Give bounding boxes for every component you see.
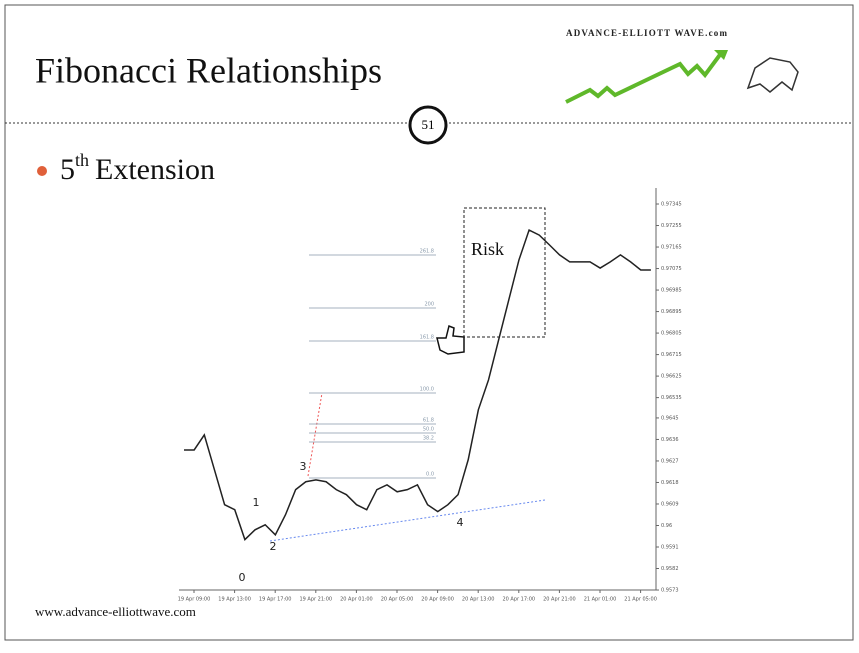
x-tick-label: 19 Apr 13:00 (218, 597, 251, 603)
y-tick-label: 0.97255 (661, 223, 682, 229)
fib-level-label: 50.0 (423, 427, 434, 433)
y-tick-label: 0.96 (661, 523, 672, 529)
x-tick-label: 20 Apr 17:00 (502, 597, 535, 603)
x-tick-label: 20 Apr 21:00 (543, 597, 576, 603)
footer-url: www.advance-elliottwave.com (35, 604, 196, 619)
y-tick-label: 0.96625 (661, 374, 682, 380)
wave-label: 0 (239, 571, 246, 584)
x-tick-label: 19 Apr 21:00 (299, 597, 332, 603)
x-tick-label: 20 Apr 09:00 (421, 597, 454, 603)
slide-title: Fibonacci Relationships (35, 50, 382, 90)
logo-arrowhead (714, 50, 728, 60)
slide-frame (4, 4, 854, 641)
x-tick-label: 20 Apr 05:00 (381, 597, 414, 603)
bullet-dot (37, 166, 47, 176)
x-tick-label: 20 Apr 13:00 (462, 597, 495, 603)
y-tick-label: 0.9627 (661, 458, 679, 464)
fib-level-label: 100.0 (420, 387, 434, 393)
y-tick-label: 0.97345 (661, 202, 682, 208)
page-number: 51 (422, 117, 435, 132)
risk-label: Risk (471, 239, 504, 259)
bullet-text: 5th Extension (60, 150, 215, 186)
fib-level-label: 0.0 (426, 472, 434, 478)
x-tick-label: 19 Apr 17:00 (259, 597, 292, 603)
risk-box (463, 207, 546, 338)
x-tick-label: 21 Apr 01:00 (584, 597, 617, 603)
y-tick-label: 0.96805 (661, 331, 682, 337)
y-tick-label: 0.97165 (661, 245, 682, 251)
price-line (184, 229, 651, 541)
logo-arrow (565, 50, 724, 104)
y-tick-label: 0.96535 (661, 395, 682, 401)
fib-level-label: 61.8 (423, 418, 434, 424)
y-tick-label: 0.9582 (661, 566, 679, 572)
logo-bull (746, 57, 799, 93)
fib-level-label: 161.8 (420, 335, 434, 341)
y-tick-label: 0.9636 (661, 437, 679, 443)
bullet-suffix: th (75, 150, 89, 170)
y-tick-label: 0.97075 (661, 266, 682, 272)
y-tick-label: 0.96715 (661, 352, 682, 358)
wave-label: 1 (253, 496, 260, 509)
price-chart: Risk 0.97345 0.97255 0.97165 0.97075 0.96985… (178, 188, 682, 603)
x-tick-label: 21 Apr 05:00 (624, 597, 657, 603)
fib-level-label: 261.8 (420, 249, 434, 255)
x-tick-label: 19 Apr 09:00 (178, 597, 211, 603)
y-tick-label: 0.9591 (661, 545, 679, 551)
bullet-extension: Extension (95, 153, 215, 186)
x-tick-label: 20 Apr 01:00 (340, 597, 373, 603)
y-tick-label: 0.9618 (661, 480, 679, 486)
bullet-number: 5 (60, 153, 75, 186)
thumbs-up-icon (436, 324, 465, 355)
wave-label: 4 (457, 516, 464, 529)
y-tick-label: 0.9609 (661, 501, 679, 507)
fib-level-label: 38.2 (423, 436, 434, 442)
fib-level-label: 200 (424, 302, 434, 308)
wave-label: 3 (300, 460, 307, 473)
y-tick-label: 0.9645 (661, 415, 679, 421)
logo-text: ADVANCE-ELLIOTT WAVE.com (566, 28, 728, 38)
y-tick-label: 0.96895 (661, 309, 682, 315)
y-tick-label: 0.96985 (661, 288, 682, 294)
wave-label: 2 (270, 540, 277, 553)
page-badge (408, 105, 448, 145)
y-tick-label: 0.9573 (661, 588, 679, 594)
